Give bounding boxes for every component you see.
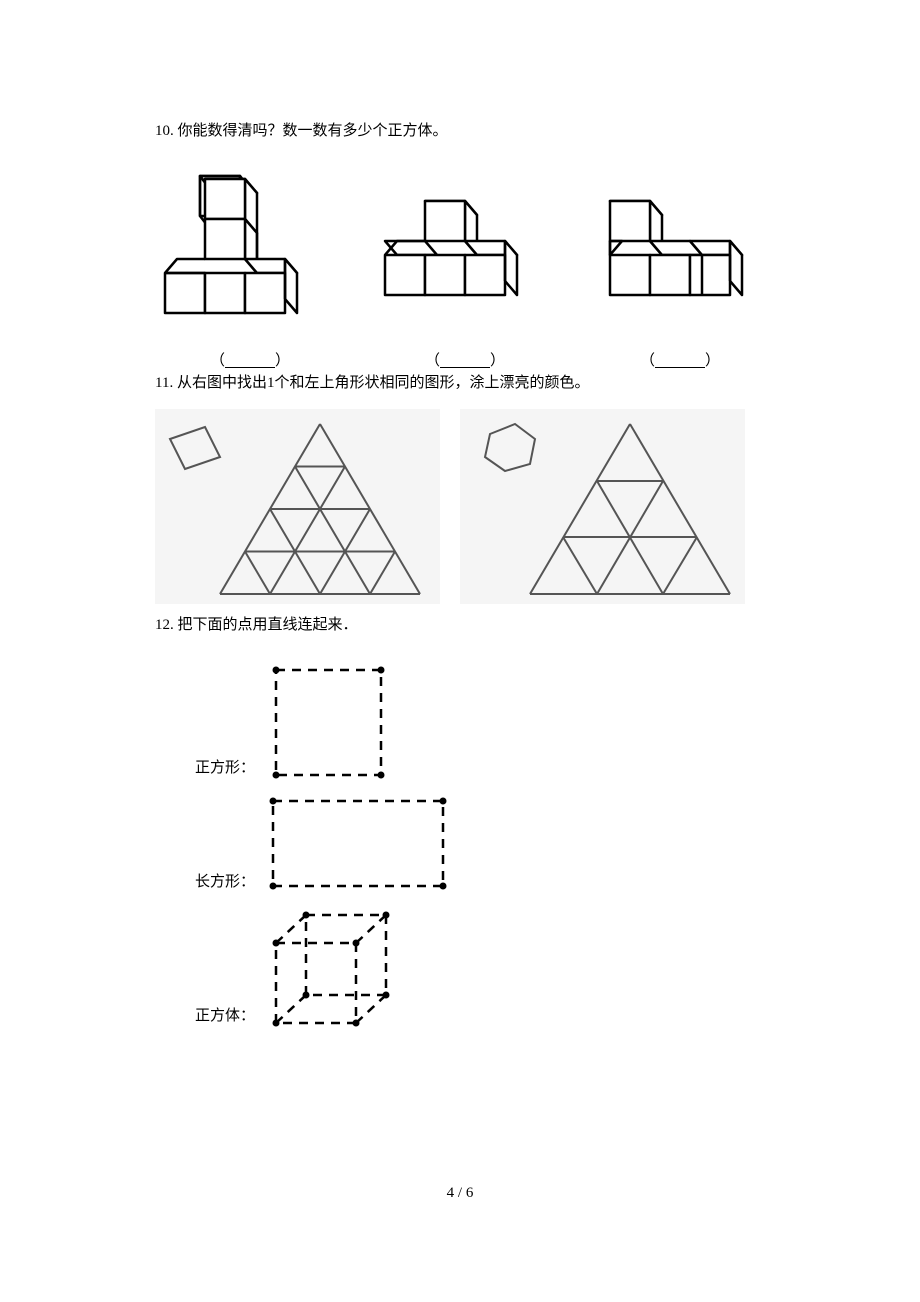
triangle-grid-left xyxy=(155,409,440,604)
dashed-square xyxy=(261,655,401,785)
q10-cubes-row xyxy=(155,171,765,346)
q10-body: 你能数得清吗？数一数有多少个正方体。 xyxy=(178,123,448,139)
q12-body: 把下面的点用直线连起来． xyxy=(178,617,358,633)
cube-label: 正方体： xyxy=(195,1004,255,1033)
blank-1[interactable]: （） xyxy=(165,349,335,370)
page-number: 4 / 6 xyxy=(0,1185,920,1202)
triangle-grid-right xyxy=(460,409,745,604)
q12-text: 12. 把下面的点用直线连起来． xyxy=(155,614,765,637)
rectangle-label: 长方形： xyxy=(195,870,255,899)
blank-3[interactable]: （） xyxy=(595,349,765,370)
square-row: 正方形： xyxy=(195,655,765,785)
dashed-cube xyxy=(261,903,411,1033)
q12-shapes: 正方形： 长方形： 正方体： xyxy=(155,655,765,1033)
square-label: 正方形： xyxy=(195,756,255,785)
rectangle-row: 长方形： xyxy=(195,789,765,899)
q10-number: 10. xyxy=(155,123,174,139)
q11-images xyxy=(155,409,765,604)
cube-diagram-2 xyxy=(370,171,540,346)
q10-text: 10. 你能数得清吗？数一数有多少个正方体。 xyxy=(155,120,765,143)
cube-diagram-1 xyxy=(155,171,325,346)
q11-text: 11. 从右图中找出1个和左上角形状相同的图形，涂上漂亮的颜色。 xyxy=(155,372,765,395)
dashed-rectangle xyxy=(261,789,461,899)
q12-number: 12. xyxy=(155,617,174,633)
q10-blanks: （） （） （） xyxy=(155,349,765,370)
q11-body: 从右图中找出1个和左上角形状相同的图形，涂上漂亮的颜色。 xyxy=(177,375,590,391)
cube-diagram-3 xyxy=(585,171,755,346)
cube-row: 正方体： xyxy=(195,903,765,1033)
q11-number: 11. xyxy=(155,375,173,391)
blank-2[interactable]: （） xyxy=(380,349,550,370)
